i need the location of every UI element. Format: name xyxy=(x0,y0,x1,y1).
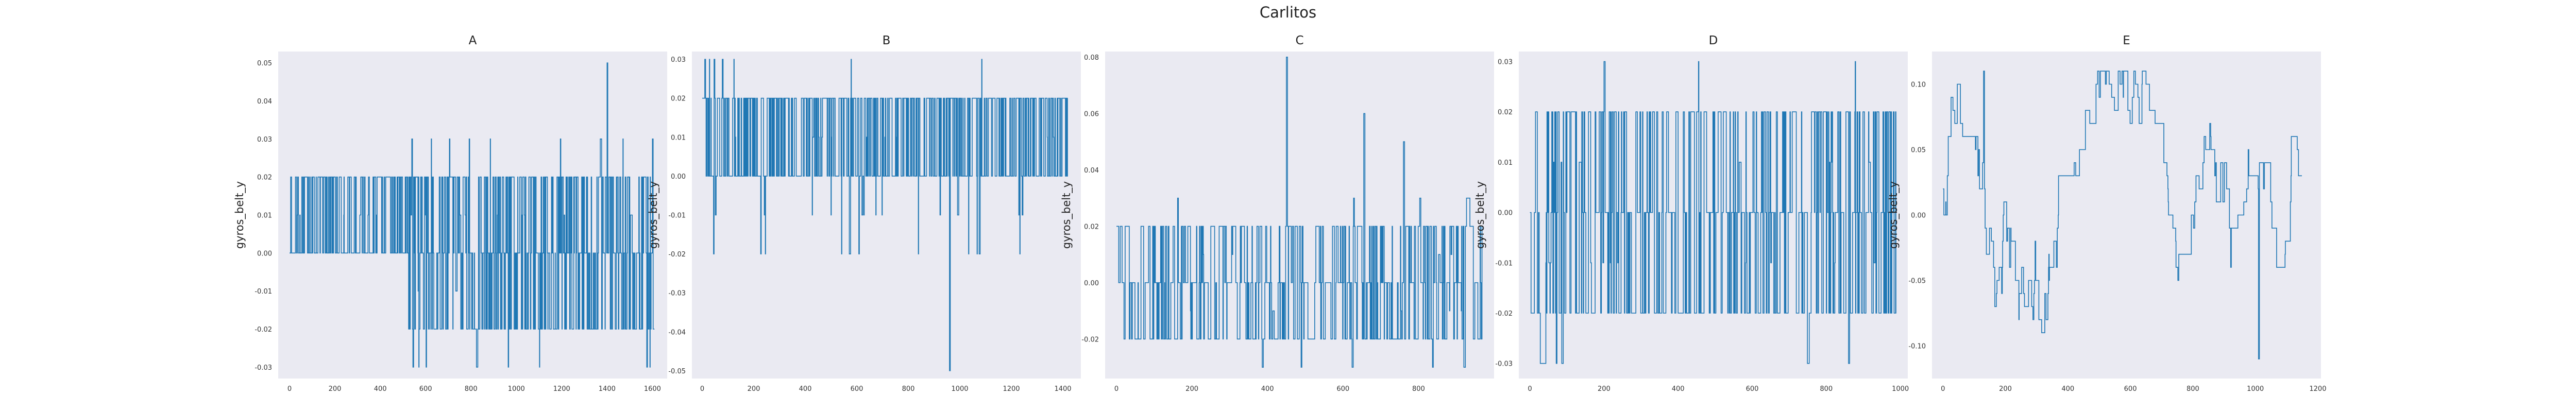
subplot-title: E xyxy=(2123,34,2130,47)
x-tick-label: 1000 xyxy=(2247,385,2264,393)
y-tick-label: -0.01 xyxy=(1495,260,1513,267)
x-tick-label: 0 xyxy=(1941,385,1945,393)
y-tick-label: -0.04 xyxy=(668,329,686,336)
x-tick-label: 200 xyxy=(329,385,342,393)
subplot-title: B xyxy=(883,34,891,47)
x-tick-label: 400 xyxy=(799,385,812,393)
y-tick-label: 0.02 xyxy=(671,95,686,103)
y-tick-label: -0.02 xyxy=(668,251,686,259)
x-tick-label: 800 xyxy=(465,385,478,393)
y-tick-label: 0.02 xyxy=(1084,223,1099,231)
x-tick-label: 200 xyxy=(1999,385,2012,393)
x-tick-label: 1600 xyxy=(644,385,661,393)
x-tick-label: 1200 xyxy=(2309,385,2326,393)
y-tick-label: 0.02 xyxy=(257,174,272,182)
x-tick-label: 1400 xyxy=(1054,385,1071,393)
subplot-title: D xyxy=(1709,34,1718,47)
x-tick-label: 600 xyxy=(1746,385,1759,393)
x-tick-label: 1000 xyxy=(1892,385,1909,393)
x-tick-label: 800 xyxy=(902,385,915,393)
y-tick-label: 0.01 xyxy=(671,134,686,142)
y-tick-label: 0.00 xyxy=(1911,212,1926,220)
y-tick-label: 0.06 xyxy=(1084,110,1099,118)
x-tick-label: 0 xyxy=(700,385,704,393)
y-tick-label: 0.05 xyxy=(1911,147,1926,154)
y-tick-label: 0.00 xyxy=(1498,210,1513,217)
y-tick-label: 0.05 xyxy=(257,60,272,67)
x-tick-label: 1400 xyxy=(599,385,616,393)
x-tick-label: 200 xyxy=(1598,385,1611,393)
x-tick-label: 800 xyxy=(1820,385,1833,393)
x-tick-label: 400 xyxy=(1261,385,1274,393)
x-tick-label: 400 xyxy=(1672,385,1685,393)
y-tick-label: 0.03 xyxy=(671,56,686,64)
y-axis-label: gyros_belt_y xyxy=(1474,181,1487,249)
y-axis-label: gyros_belt_y xyxy=(647,181,660,249)
plot-area xyxy=(1932,52,2321,379)
x-tick-label: 0 xyxy=(1528,385,1532,393)
subplot-title: A xyxy=(469,34,477,47)
series-line xyxy=(290,62,655,368)
y-tick-label: -0.03 xyxy=(1495,360,1513,368)
x-tick-label: 200 xyxy=(748,385,760,393)
x-tick-label: 400 xyxy=(2061,385,2074,393)
y-tick-label: 0.00 xyxy=(671,173,686,181)
y-tick-label: 0.00 xyxy=(1084,280,1099,287)
y-tick-label: -0.05 xyxy=(668,368,686,375)
y-tick-label: 0.01 xyxy=(1498,159,1513,167)
subplot-title: C xyxy=(1295,34,1303,47)
figure-title: Carlitos xyxy=(1260,4,1316,21)
y-tick-label: 0.10 xyxy=(1911,81,1926,89)
x-tick-label: 400 xyxy=(374,385,387,393)
x-tick-label: 600 xyxy=(851,385,863,393)
x-tick-label: 1200 xyxy=(1003,385,1020,393)
x-tick-label: 800 xyxy=(1412,385,1425,393)
y-tick-label: 0.03 xyxy=(1498,59,1513,66)
x-tick-label: 600 xyxy=(1336,385,1349,393)
y-tick-label: -0.10 xyxy=(1908,343,1926,351)
x-tick-label: 1000 xyxy=(508,385,525,393)
y-tick-label: -0.01 xyxy=(255,288,272,296)
x-tick-label: 800 xyxy=(2187,385,2199,393)
x-tick-label: 1200 xyxy=(553,385,570,393)
x-tick-label: 600 xyxy=(2124,385,2137,393)
y-tick-label: 0.08 xyxy=(1084,54,1099,62)
y-tick-label: -0.03 xyxy=(668,290,686,298)
y-tick-label: 0.01 xyxy=(257,212,272,220)
x-tick-label: 1000 xyxy=(951,385,968,393)
y-tick-label: 0.04 xyxy=(1084,167,1099,175)
series-line xyxy=(702,59,1068,371)
y-tick-label: 0.02 xyxy=(1498,109,1513,116)
y-tick-label: 0.04 xyxy=(257,98,272,106)
series-line xyxy=(1530,61,1896,364)
x-tick-label: 200 xyxy=(1185,385,1198,393)
y-axis-label: gyros_belt_y xyxy=(1060,181,1073,249)
y-tick-label: -0.05 xyxy=(1908,278,1926,285)
y-tick-label: 0.00 xyxy=(257,250,272,258)
y-tick-label: -0.01 xyxy=(668,212,686,220)
y-tick-label: -0.03 xyxy=(255,364,272,372)
series-line xyxy=(1943,71,2302,359)
y-tick-label: 0.03 xyxy=(257,136,272,144)
y-axis-label: gyros_belt_y xyxy=(1887,181,1900,249)
x-tick-label: 600 xyxy=(419,385,432,393)
x-tick-label: 0 xyxy=(1114,385,1118,393)
y-axis-label: gyros_belt_y xyxy=(233,181,246,249)
y-tick-label: -0.02 xyxy=(255,326,272,334)
series-line xyxy=(1116,57,1483,368)
x-tick-label: 0 xyxy=(287,385,292,393)
y-tick-label: -0.02 xyxy=(1081,336,1099,344)
y-tick-label: -0.02 xyxy=(1495,310,1513,318)
